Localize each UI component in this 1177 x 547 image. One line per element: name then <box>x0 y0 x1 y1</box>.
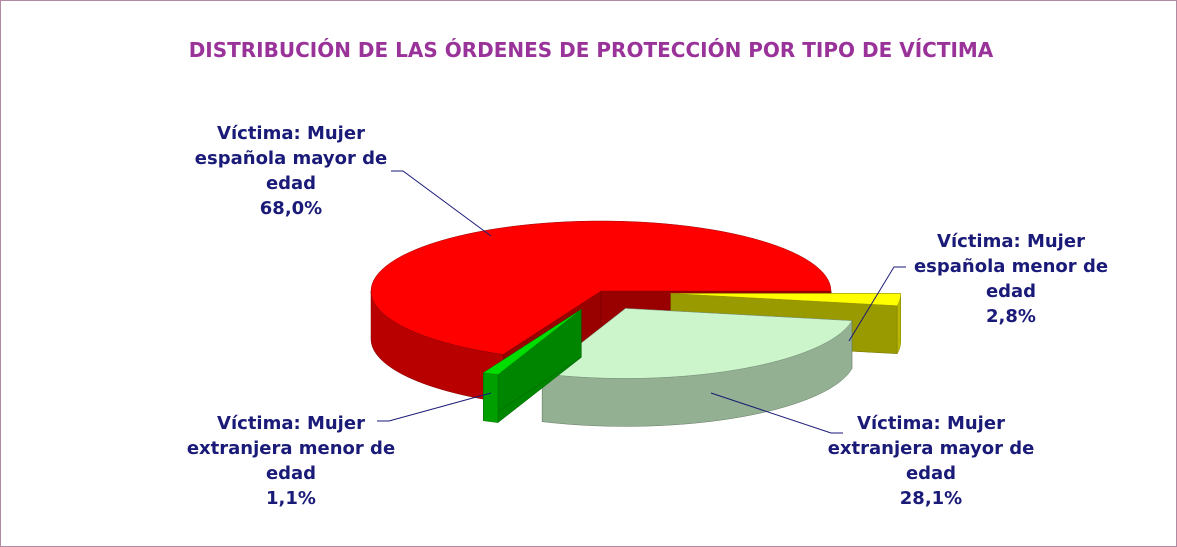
category-label: Víctima: Mujer española mayor de edad <box>194 123 388 194</box>
data-label: Víctima: Mujer extranjera menor de edad 1… <box>186 411 396 511</box>
value-label: 1,1% <box>266 488 316 509</box>
category-label: Víctima: Mujer extranjera menor de edad <box>186 413 396 484</box>
data-label: Víctima: Mujer extranjera mayor de edad 2… <box>826 411 1036 511</box>
category-label: Víctima: Mujer extranjera mayor de edad <box>827 413 1035 484</box>
leader-line <box>391 170 492 237</box>
slice-wall <box>483 372 499 423</box>
data-label: Víctima: Mujer española mayor de edad 68,… <box>186 121 396 221</box>
value-label: 2,8% <box>986 306 1036 327</box>
slice-top <box>541 308 853 379</box>
pie-slice <box>482 308 582 424</box>
slice-top <box>670 293 901 306</box>
leader-line <box>710 392 843 434</box>
slice-top <box>482 309 582 375</box>
category-label: Víctima: Mujer española menor de edad <box>913 231 1109 302</box>
pie-slice <box>541 307 853 427</box>
chart-title: DISTRIBUCIÓN DE LAS ÓRDENES DE PROTECCIÓ… <box>188 38 994 62</box>
value-label: 28,1% <box>899 488 963 509</box>
leader-line <box>848 266 906 342</box>
value-label: 68,0% <box>259 198 323 219</box>
data-label: Víctima: Mujer española menor de edad 2,8… <box>906 229 1116 329</box>
slice-top <box>370 220 832 355</box>
leader-line <box>377 392 492 422</box>
